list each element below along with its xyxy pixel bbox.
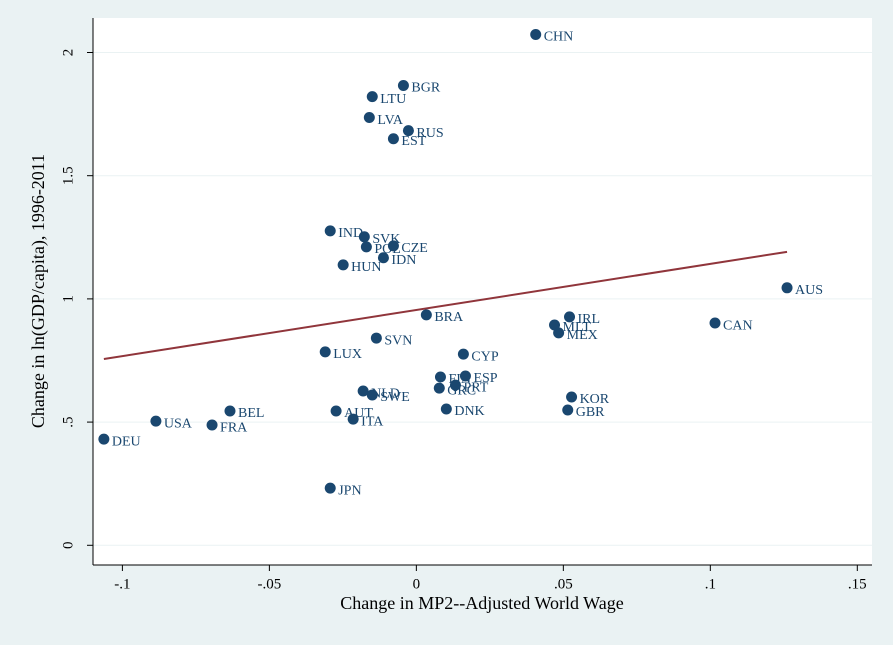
point	[397, 80, 409, 92]
point	[530, 29, 542, 41]
point	[366, 389, 378, 401]
x-tick-label: .15	[848, 576, 867, 592]
point	[449, 379, 461, 391]
point	[459, 370, 471, 382]
x-tick-label: -.1	[114, 576, 130, 592]
point	[150, 415, 162, 427]
point-label: AUS	[795, 283, 823, 298]
y-tick-label: 1.5	[60, 166, 76, 185]
point-label: BGR	[411, 81, 440, 96]
x-tick-label: .05	[554, 576, 573, 592]
point	[434, 371, 446, 383]
point	[330, 405, 342, 417]
point-label: DEU	[112, 434, 141, 449]
point	[224, 405, 236, 417]
point-label: EST	[401, 134, 426, 149]
point	[440, 403, 452, 415]
point	[366, 91, 378, 103]
x-tick-label: -.05	[258, 576, 282, 592]
point	[387, 240, 399, 252]
point-label: LUX	[333, 347, 362, 362]
point-label: CAN	[723, 318, 753, 333]
point-label: HUN	[351, 260, 381, 275]
point-label: LVA	[377, 113, 404, 128]
point-label: KOR	[580, 392, 610, 407]
point	[360, 241, 372, 253]
point-label: GBR	[576, 405, 605, 420]
point-label: IND	[338, 226, 363, 241]
point-label: BEL	[238, 406, 264, 421]
y-axis-title: Change in ln(GDP/capita), 1996-2011	[28, 154, 49, 428]
point-label: IRL	[578, 312, 601, 327]
point-label: CHN	[544, 30, 574, 45]
point-label: FRA	[220, 420, 248, 435]
point	[319, 346, 331, 358]
point-label: MEX	[567, 328, 598, 343]
y-tick-label: .5	[60, 416, 76, 427]
x-tick-label: .1	[705, 576, 716, 592]
point	[206, 419, 218, 431]
point-label: NLD	[371, 386, 400, 401]
point-label: JPN	[338, 483, 361, 498]
plot-area	[93, 18, 872, 565]
point	[402, 125, 414, 137]
point	[358, 231, 370, 243]
fit-line	[103, 250, 788, 361]
point-label: CYP	[471, 349, 498, 364]
point	[553, 327, 565, 339]
point-label: BRA	[434, 310, 464, 325]
x-tick-label: 0	[413, 576, 421, 592]
y-tick-label: 2	[60, 49, 76, 57]
point-label: LTU	[380, 92, 406, 107]
point	[324, 225, 336, 237]
y-tick-label: 1	[60, 295, 76, 303]
point	[709, 317, 721, 329]
point-label: PRT	[463, 380, 488, 395]
point	[387, 133, 399, 145]
y-tick-label: 0	[60, 542, 76, 550]
point-label: SVN	[384, 333, 412, 348]
point-label: ITA	[361, 414, 384, 429]
point	[370, 332, 382, 344]
point	[457, 348, 469, 360]
x-axis-title: Change in MP2--Adjusted World Wage	[340, 593, 623, 613]
point	[98, 433, 110, 445]
point	[347, 413, 359, 425]
point	[420, 309, 432, 321]
point-label: MLT	[563, 320, 592, 335]
point	[324, 482, 336, 494]
point	[433, 382, 445, 394]
point-label: SWE	[380, 390, 410, 405]
point-label: ESP	[473, 371, 497, 386]
point	[566, 391, 578, 403]
point	[781, 282, 793, 294]
point-label: IDN	[391, 253, 416, 268]
point	[363, 112, 375, 124]
point	[562, 404, 574, 416]
point	[357, 385, 369, 397]
point	[337, 259, 349, 271]
point	[564, 311, 576, 323]
point-label: CZE	[401, 241, 427, 256]
point-label: USA	[164, 416, 193, 431]
point-label: DNK	[454, 404, 484, 419]
point-label: RUS	[416, 126, 443, 141]
point	[377, 252, 389, 264]
